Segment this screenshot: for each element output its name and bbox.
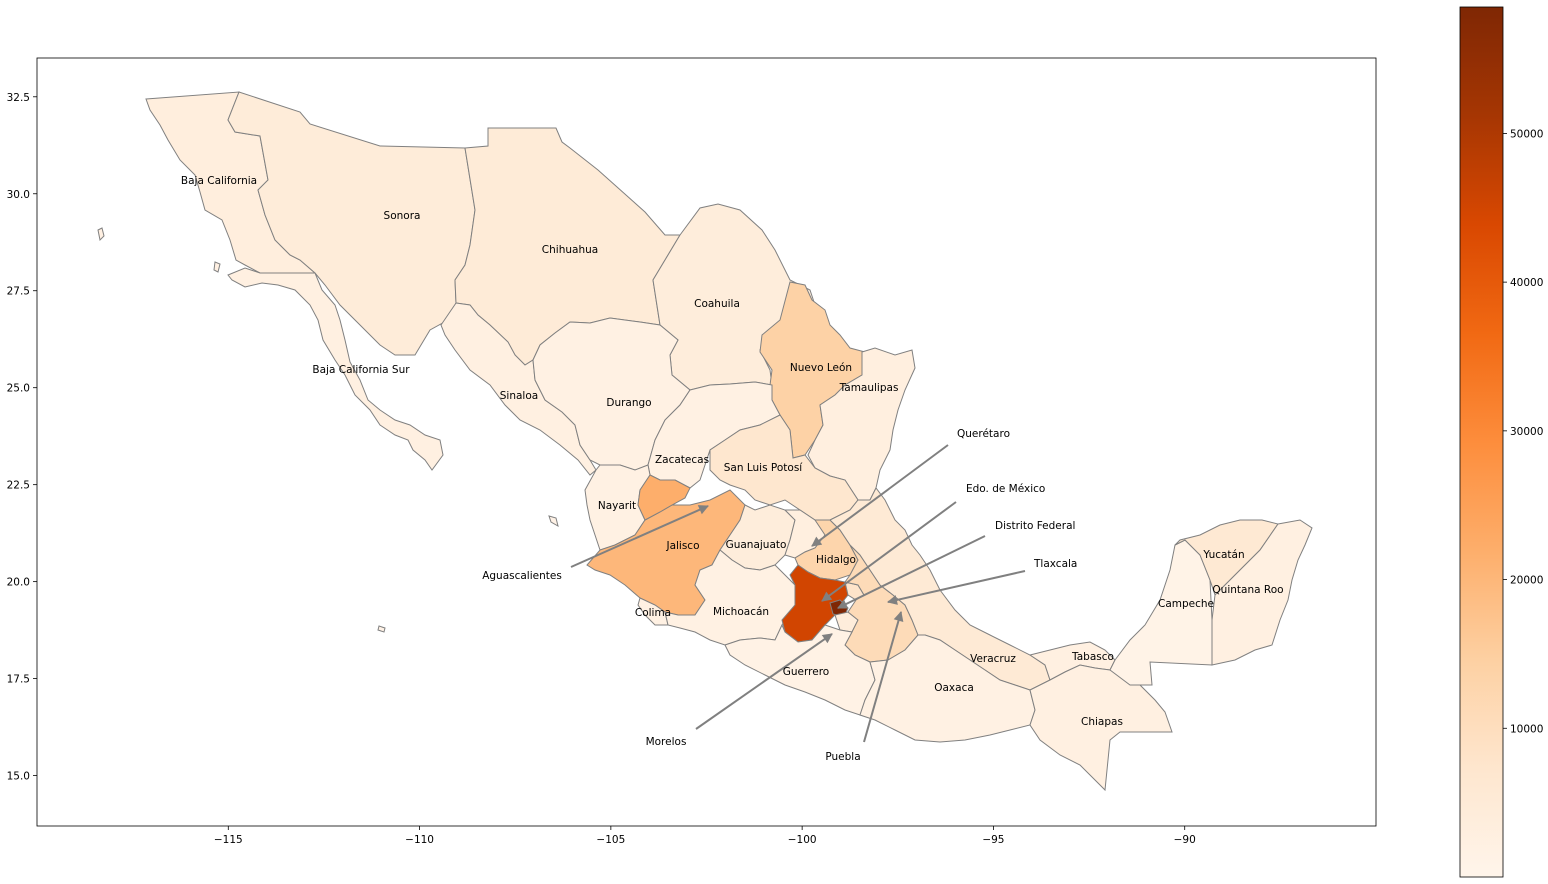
- x-tick-label: −100: [788, 834, 817, 846]
- arrow-edo-de-mexico: [821, 501, 957, 602]
- label-veracruz: Veracruz: [970, 653, 1016, 665]
- y-axis: 15.0 17.5 20.0 22.5 25.0 27.5 30.0 32.5: [7, 92, 37, 783]
- y-tick-label: 22.5: [7, 480, 30, 492]
- state-colima[interactable]: [637, 597, 669, 626]
- y-tick-label: 20.0: [7, 577, 30, 589]
- label-queretaro: Querétaro: [957, 428, 1010, 440]
- label-durango: Durango: [606, 397, 651, 409]
- label-hidalgo: Hidalgo: [816, 554, 856, 566]
- state-san-luis-potosi[interactable]: [709, 414, 859, 521]
- island-guadalupe: [97, 227, 105, 242]
- x-tick-label: −110: [405, 834, 434, 846]
- x-tick-label: −115: [214, 834, 243, 846]
- island-marias: [548, 515, 559, 528]
- y-tick-label: 32.5: [7, 92, 30, 104]
- x-tick-label: −105: [596, 834, 625, 846]
- label-tamaulipas: Tamaulipas: [839, 382, 899, 394]
- label-tabasco: Tabasco: [1071, 651, 1114, 663]
- label-campeche: Campeche: [1158, 598, 1214, 610]
- label-distrito-federal: Distrito Federal: [995, 520, 1075, 532]
- label-tlaxcala: Tlaxcala: [1033, 558, 1077, 570]
- x-tick-label: −95: [982, 834, 1004, 846]
- state-zacatecas[interactable]: [647, 381, 781, 489]
- colorbar-gradient: [1459, 6, 1504, 878]
- colorbar-tick-label: 20000: [1510, 575, 1543, 587]
- y-tick-label: 30.0: [7, 189, 30, 201]
- arrow-distrito-federal: [837, 535, 986, 609]
- arrow-puebla: [863, 611, 904, 743]
- label-chihuahua: Chihuahua: [542, 244, 598, 256]
- annotation-arrows: [570, 444, 1026, 743]
- label-puebla: Puebla: [825, 751, 860, 763]
- label-chiapas: Chiapas: [1081, 716, 1123, 728]
- label-michoacan: Michoacán: [713, 606, 769, 618]
- label-sinaloa: Sinaloa: [500, 390, 538, 402]
- state-quintana-roo[interactable]: [1211, 519, 1313, 666]
- label-quintana-roo: Quintana Roo: [1212, 584, 1283, 596]
- arrow-morelos: [695, 633, 833, 730]
- label-zacatecas: Zacatecas: [655, 454, 709, 466]
- colorbar: 10000 20000 30000 40000 50000: [1459, 6, 1543, 878]
- arrow-queretaro: [811, 444, 949, 547]
- label-baja-california-sur: Baja California Sur: [312, 364, 410, 376]
- label-jalisco: Jalisco: [665, 540, 699, 552]
- label-guerrero: Guerrero: [783, 666, 829, 678]
- label-edo-de-mexico: Edo. de México: [966, 483, 1045, 495]
- island-socorro: [377, 625, 386, 633]
- colorbar-tick-label: 40000: [1510, 277, 1543, 289]
- label-morelos: Morelos: [646, 736, 687, 748]
- label-coahuila: Coahuila: [694, 298, 740, 310]
- colorbar-tick-label: 10000: [1510, 723, 1543, 735]
- arrow-tlaxcala: [887, 570, 1026, 605]
- y-tick-label: 17.5: [7, 674, 30, 686]
- label-guanajuato: Guanajuato: [726, 539, 787, 551]
- label-oaxaca: Oaxaca: [934, 682, 974, 694]
- y-tick-label: 27.5: [7, 286, 30, 298]
- island-cedros: [213, 261, 221, 273]
- label-yucatan: Yucatán: [1202, 549, 1244, 561]
- y-tick-label: 25.0: [7, 383, 30, 395]
- colorbar-tick-label: 50000: [1510, 128, 1543, 140]
- x-tick-label: −90: [1174, 834, 1196, 846]
- label-nayarit: Nayarit: [598, 500, 636, 512]
- state-chiapas[interactable]: [1029, 664, 1173, 792]
- colorbar-tick-label: 30000: [1510, 426, 1543, 438]
- label-sonora: Sonora: [384, 210, 421, 222]
- state-guerrero[interactable]: [724, 623, 876, 716]
- label-aguascalientes: Aguascalientes: [482, 570, 562, 582]
- label-san-luis-potosi: San Luis Potosí: [724, 462, 804, 474]
- state-baja-california-sur[interactable]: [227, 267, 444, 471]
- label-colima: Colima: [635, 607, 671, 619]
- label-nuevo-leon: Nuevo León: [790, 362, 852, 374]
- y-tick-label: 15.0: [7, 771, 30, 783]
- label-baja-california: Baja California: [181, 175, 257, 187]
- state-aguascalientes[interactable]: [637, 474, 691, 521]
- arrow-aguascalientes: [570, 505, 709, 568]
- x-axis: −115 −110 −105 −100 −95 −90: [214, 826, 1196, 846]
